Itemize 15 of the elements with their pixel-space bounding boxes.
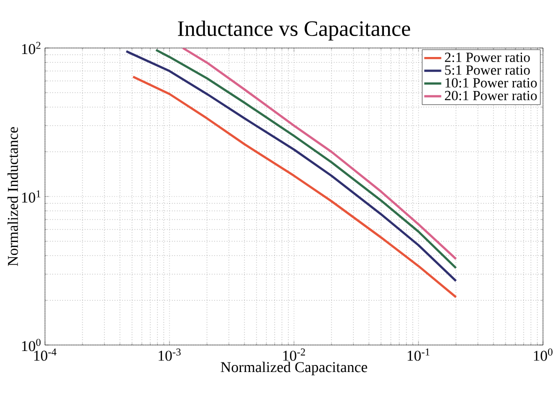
x-tick-label: 10$^{0}$ — [534, 348, 552, 361]
legend-label: 10:1 Power ratio — [446, 78, 537, 88]
chart-title: Inductance vs Capacitance — [178, 20, 410, 40]
legend-label: 20:1 Power ratio — [444, 90, 537, 100]
x-tick-label: 10$^{-3}$ — [158, 348, 181, 361]
legend-label: 2:1 Power ratio — [444, 52, 530, 62]
y-tick-label: 10$^{0}$ — [22, 338, 41, 352]
y-axis-title: Normalized Inductance — [7, 127, 18, 266]
x-tick-label: 10$^{-2}$ — [283, 348, 305, 361]
legend-label: 5:1 Power ratio — [445, 65, 530, 75]
x-tick-label: 10$^{-1}$ — [408, 348, 430, 361]
y-tick-label: 10$^{1}$ — [22, 190, 40, 203]
y-tick-label: 10$^{2}$ — [22, 42, 40, 54]
x-tick-label: 10$^{-4}$ — [34, 348, 56, 361]
x-axis-title: Normalized Capacitance — [220, 362, 368, 376]
